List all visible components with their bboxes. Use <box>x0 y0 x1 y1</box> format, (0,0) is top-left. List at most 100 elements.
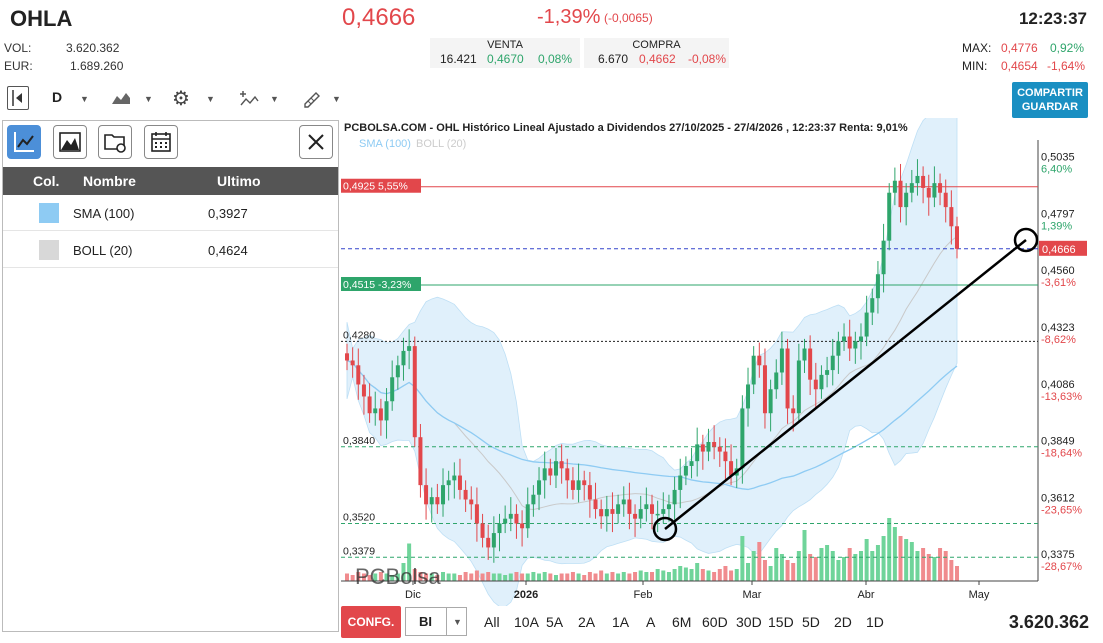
chart-type-button[interactable] <box>111 88 131 111</box>
period-button-2d[interactable]: 2D <box>834 614 852 630</box>
y-tick-label: 0,3612 <box>1041 492 1075 504</box>
period-button-all[interactable]: All <box>484 614 500 630</box>
candle-body <box>898 180 903 208</box>
volume-bar <box>384 573 389 581</box>
pencil-ruler-icon <box>304 92 320 108</box>
period-button-1a[interactable]: 1A <box>612 614 630 630</box>
period-button-1d[interactable]: 1D <box>866 614 884 630</box>
y-tick-pct: -13,63% <box>1041 391 1082 403</box>
volume-bar <box>633 572 638 581</box>
min-pct: -1,64% <box>1047 59 1086 73</box>
settings-gear-icon[interactable]: ⚙ <box>172 88 190 110</box>
indicators-tab-button[interactable] <box>53 125 87 159</box>
interval-dropdown[interactable]: D <box>52 89 63 105</box>
period-button-5a[interactable]: 5A <box>546 614 564 630</box>
candle-body <box>751 355 756 385</box>
period-button-2a[interactable]: 2A <box>578 614 596 630</box>
price-chart[interactable]: 0,5035 6,40% 0,4797 1,39% 0,4560 -3,61% 0,4323… <box>341 104 1103 608</box>
candle-body <box>892 180 897 193</box>
candle-body <box>858 336 863 342</box>
drawing-tools-button[interactable] <box>302 88 322 113</box>
indicator-value: 0,3927 <box>208 206 248 221</box>
candle-body <box>350 360 355 366</box>
volume-bar <box>565 573 570 581</box>
color-swatch[interactable] <box>39 203 59 223</box>
max-label: MAX: <box>962 41 992 55</box>
period-button-5d[interactable]: 5D <box>802 614 820 630</box>
volume-bar <box>616 573 621 581</box>
period-button-30d[interactable]: 30D <box>736 614 762 630</box>
candle-body <box>525 504 530 529</box>
candle-body <box>616 504 621 514</box>
y-tick-label: 0,4086 <box>1041 379 1075 391</box>
candle-body <box>520 523 525 529</box>
volume-bar <box>350 575 355 581</box>
chevron-down-icon[interactable]: ▼ <box>144 94 153 104</box>
min-label: MIN: <box>962 59 988 73</box>
candle-body <box>384 401 389 421</box>
volume-bar <box>587 572 592 581</box>
candle-body <box>582 480 587 486</box>
templates-tab-button[interactable] <box>98 125 132 159</box>
candle-body <box>401 350 406 366</box>
candle-body <box>627 499 632 514</box>
indicator-table-header: Col. Nombre Ultimo <box>3 167 338 195</box>
period-button-10a[interactable]: 10A <box>514 614 539 630</box>
quote-time: 12:23:37 <box>1018 9 1087 28</box>
candle-body <box>650 504 654 514</box>
volume-bar <box>757 542 762 581</box>
candle-body <box>915 175 920 184</box>
chevron-down-icon[interactable]: ▼ <box>206 94 215 104</box>
candle-body <box>825 370 830 375</box>
indicators-button[interactable] <box>238 88 260 113</box>
candle-body <box>712 441 717 447</box>
close-panel-button[interactable] <box>299 125 333 159</box>
y-tick-label: 0,4323 <box>1041 322 1075 334</box>
chevron-down-icon[interactable]: ▼ <box>80 94 89 104</box>
volume-bar <box>695 563 700 581</box>
volume-bar <box>469 573 474 581</box>
chart-title: PCBOLSA.COM - OHL Histórico Lineal Ajust… <box>344 122 908 134</box>
name-header: Nombre <box>83 173 136 189</box>
period-button-15d[interactable]: 15D <box>768 614 794 630</box>
y-tick-pct: -3,61% <box>1041 277 1076 289</box>
y-tick-pct: 1,39% <box>1041 220 1072 232</box>
volume-bar <box>480 573 485 581</box>
calendar-tab-button[interactable] <box>144 125 178 159</box>
volume-bar <box>542 572 547 581</box>
level-tag <box>341 277 421 292</box>
y-tick-label: 0,3375 <box>1041 549 1075 561</box>
volume-bar <box>904 539 909 581</box>
volume-bar <box>401 563 406 581</box>
candle-body <box>853 341 858 349</box>
drawing-tab-button[interactable] <box>7 125 41 159</box>
volume-bar <box>858 551 863 581</box>
turnover-label: EUR: <box>4 59 33 73</box>
config-button[interactable]: CONFG. <box>341 606 401 638</box>
volume-bar <box>689 569 694 581</box>
candle-body <box>463 489 468 500</box>
color-swatch[interactable] <box>39 240 59 260</box>
candle-body <box>695 444 700 462</box>
range-select[interactable]: BI ▼ <box>405 607 467 636</box>
panel-toggle-button[interactable] <box>7 86 29 110</box>
volume-bar <box>791 563 796 581</box>
volume-bar <box>666 572 671 581</box>
chevron-down-icon[interactable]: ▼ <box>270 94 279 104</box>
period-button-60d[interactable]: 60D <box>702 614 728 630</box>
candle-body <box>666 504 671 510</box>
volume-bar <box>915 551 920 581</box>
volume-bar <box>435 575 440 581</box>
period-button-a[interactable]: A <box>646 614 656 630</box>
share-save-button[interactable]: COMPARTIR GUARDAR <box>1012 82 1088 118</box>
indicator-row-sma[interactable]: SMA (100) 0,3927 <box>3 195 338 231</box>
period-button-6m[interactable]: 6M <box>672 614 692 630</box>
candle-body <box>491 533 496 548</box>
volume-bar <box>655 569 660 581</box>
candle-body <box>480 523 485 538</box>
indicator-row-boll[interactable]: BOLL (20) 0,4624 <box>3 232 338 268</box>
indicator-panel: Col. Nombre Ultimo SMA (100) 0,3927 BOLL… <box>2 120 339 632</box>
chevron-down-icon[interactable]: ▼ <box>332 94 341 104</box>
volume-bar <box>746 563 751 581</box>
